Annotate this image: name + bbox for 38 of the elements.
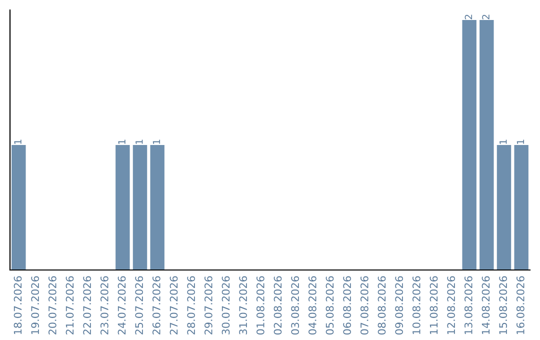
- x-tick-label: 10.08.2026: [412, 276, 420, 334]
- data-label: 1: [14, 140, 22, 144]
- x-tick-label: 27.07.2026: [170, 276, 178, 334]
- x-tick-label: 24.07.2026: [118, 276, 126, 334]
- x-tick-label: 07.08.2026: [360, 276, 368, 335]
- x-tick-label: 29.07.2026: [204, 276, 212, 334]
- x-tick-label: 14.08.2026: [482, 276, 490, 334]
- x-tick-label: 20.07.2026: [48, 276, 56, 334]
- x-tick-label: 21.07.2026: [66, 276, 74, 334]
- data-label: 2: [482, 14, 490, 20]
- data-label: 1: [136, 140, 143, 144]
- data-label: 2: [464, 14, 472, 20]
- x-tick-label: 08.08.2026: [378, 276, 386, 335]
- x-tick-label: 31.07.2026: [239, 276, 248, 334]
- data-label: 1: [152, 140, 160, 144]
- x-tick-label: 19.07.2026: [31, 276, 40, 334]
- data-label: 1: [516, 140, 524, 144]
- x-tick-label: 28.07.2026: [187, 276, 196, 334]
- x-tick-label: 13.08.2026: [464, 276, 472, 334]
- x-tick-label: 05.08.2026: [326, 276, 334, 335]
- x-tick-label: 02.08.2026: [274, 276, 282, 335]
- x-tick-label: 12.08.2026: [447, 276, 456, 334]
- data-label: 1: [500, 140, 507, 144]
- x-tick-label: 22.07.2026: [83, 276, 92, 334]
- x-tick-label: 23.07.2026: [100, 276, 108, 334]
- x-tick-label: 15.08.2026: [499, 276, 508, 334]
- x-tick-label: 16.08.2026: [516, 276, 524, 334]
- x-tick-label: 30.07.2026: [222, 276, 230, 334]
- x-tick-label: 11.08.2026: [430, 276, 438, 334]
- x-tick-label: 25.07.2026: [135, 276, 144, 334]
- x-tick-label: 04.08.2026: [308, 276, 316, 335]
- x-tick-label: 09.08.2026: [395, 276, 404, 335]
- x-tick-label: 03.08.2026: [291, 276, 300, 335]
- data-label: 1: [118, 140, 126, 144]
- x-tick-label: 06.08.2026: [343, 276, 352, 335]
- x-tick-label: 01.08.2026: [256, 276, 264, 335]
- x-tick-label: 26.07.2026: [152, 276, 160, 334]
- x-tick-label: 18.07.2026: [14, 276, 22, 334]
